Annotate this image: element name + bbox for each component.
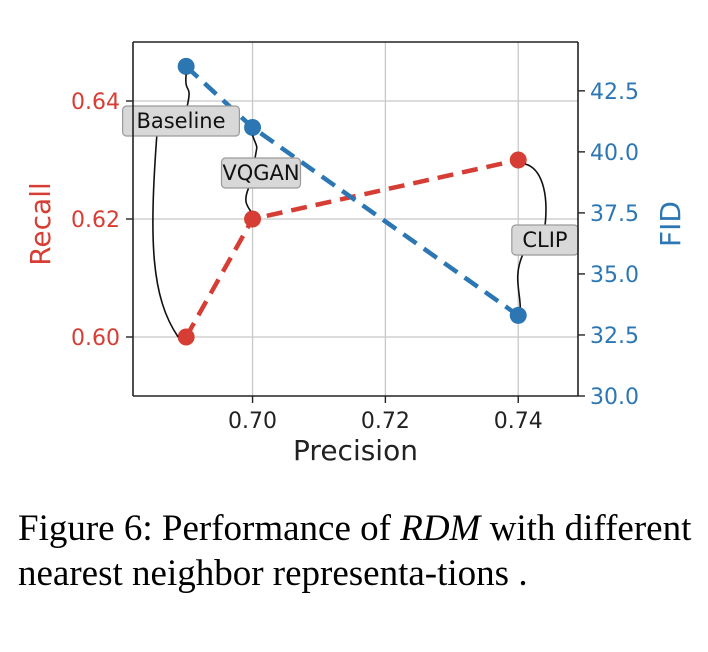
axis-layer: 0.70 0.72 0.74 0.60 0.62 0.64 30.0 32.5 35.0 37.5… — [71, 41, 639, 434]
annotation-connector — [516, 253, 524, 308]
caption-suffix: with different nearest neighbor represen… — [18, 508, 692, 594]
right-y-tick-label: 37.5 — [590, 202, 639, 227]
left-y-tick-label: 0.62 — [71, 208, 120, 233]
left-y-axis-title: Recall — [24, 182, 57, 266]
left-y-tick-label: 0.64 — [71, 90, 120, 115]
right-y-tick-label: 35.0 — [590, 263, 639, 288]
fid-data-point — [244, 118, 262, 136]
annotation-connector — [251, 135, 258, 160]
right-y-tick-label: 30.0 — [590, 385, 639, 410]
series-layer — [177, 57, 527, 346]
annotation-connector — [185, 74, 190, 108]
annotation-label: VQGAN — [222, 161, 299, 185]
right-y-axis-title: FID — [654, 201, 687, 247]
annotation-label: Baseline — [136, 109, 225, 133]
annotation-box — [121, 105, 241, 137]
annotation-connector — [524, 163, 547, 227]
recall-data-point — [244, 210, 262, 228]
annotation-connector — [245, 186, 252, 212]
right-y-tick-label: 42.5 — [590, 80, 639, 105]
x-tick-label: 0.74 — [494, 409, 543, 434]
fid-data-point — [509, 306, 527, 324]
recall-data-point — [177, 328, 195, 346]
figure-caption: Figure 6: Performance of RDM with differ… — [18, 506, 702, 596]
fid-data-point — [177, 57, 195, 75]
annotation-layer: Baseline VQGAN CLIP — [121, 74, 579, 338]
left-y-tick-label: 0.60 — [71, 326, 120, 351]
grid-layer — [133, 42, 578, 396]
annotation-box — [220, 157, 302, 189]
x-tick-label: 0.72 — [361, 409, 410, 434]
right-y-tick-label: 40.0 — [590, 141, 639, 166]
caption-prefix: Figure 6: Performance of — [18, 508, 401, 549]
right-y-tick-label: 32.5 — [590, 324, 639, 349]
x-axis-title: Precision — [293, 434, 418, 467]
recall-data-point — [509, 151, 527, 169]
x-tick-label: 0.70 — [228, 409, 277, 434]
annotation-label: CLIP — [522, 228, 567, 252]
annotation-connector — [152, 132, 179, 338]
caption-emphasis: RDM — [400, 508, 481, 549]
fid-series-line — [184, 64, 520, 318]
